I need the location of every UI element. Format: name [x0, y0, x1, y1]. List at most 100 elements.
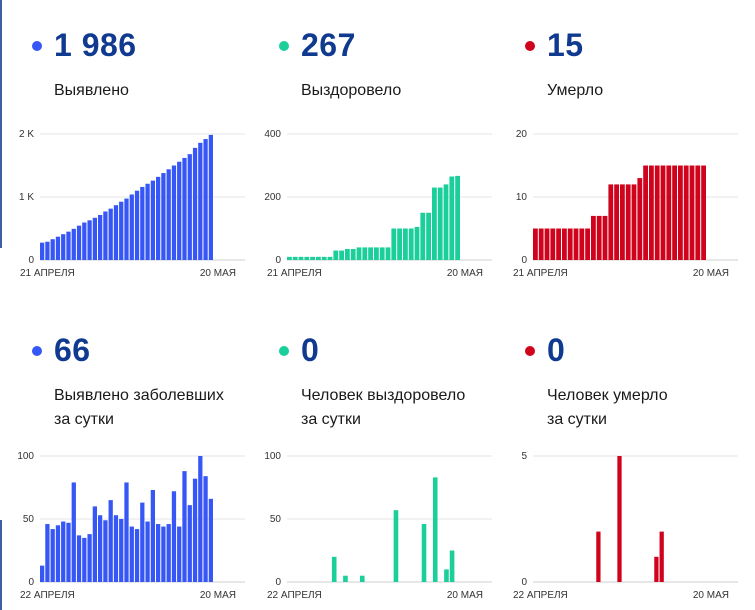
bar: [304, 256, 310, 260]
bar: [617, 456, 622, 582]
bar: [544, 228, 550, 260]
bar: [98, 515, 103, 582]
bar: [643, 165, 648, 260]
bar: [444, 569, 449, 582]
bar: [585, 228, 590, 260]
bar: [414, 226, 420, 260]
bar: [432, 187, 437, 260]
bar: [108, 208, 113, 260]
bar: [119, 201, 124, 260]
x-start-label: 21 АПРЕЛЯ: [513, 268, 568, 279]
bar: [187, 505, 192, 582]
bar: [298, 256, 304, 260]
bar: [71, 228, 76, 260]
x-start-label: 22 АПРЕЛЯ: [513, 590, 568, 601]
metric-value: 1 986: [54, 27, 137, 63]
bar: [61, 234, 66, 260]
bar: [333, 250, 339, 260]
legend-dot-icon: [32, 41, 42, 51]
bar: [408, 228, 414, 260]
bar: [140, 186, 145, 260]
bar: [71, 482, 76, 582]
bar: [591, 215, 596, 260]
bar: [103, 520, 108, 582]
bar: [614, 184, 619, 260]
y-tick-label: 50: [270, 514, 282, 525]
metric-label: за сутки: [54, 411, 114, 428]
bar: [129, 526, 134, 582]
bar: [134, 190, 140, 260]
bar: [556, 228, 561, 260]
panel-died-daily: 0 Человек умерло за сутки 0 5 22 АПРЕЛЯ 20 МАЯ: [513, 305, 748, 601]
bar: [192, 147, 198, 260]
bar: [171, 165, 177, 260]
bar: [368, 247, 373, 260]
bar: [166, 524, 171, 582]
bar: [66, 522, 71, 582]
y-tick-label: 50: [23, 514, 35, 525]
bar-chart: 0 50 100 22 АПРЕЛЯ 20 МАЯ: [264, 451, 492, 601]
metric-value: 15: [547, 27, 584, 63]
bar-chart: 0 50 100 22 АПРЕЛЯ 20 МАЯ: [17, 451, 245, 601]
bar: [359, 575, 365, 582]
bar: [562, 228, 567, 260]
metric-label: Человек умерло: [547, 387, 668, 404]
bar: [156, 176, 161, 260]
legend-dot-icon: [32, 346, 42, 356]
bar: [397, 228, 402, 260]
bar: [356, 247, 362, 260]
bar: [637, 178, 643, 260]
bar: [391, 228, 397, 260]
y-tick-label: 5: [521, 451, 527, 462]
bar: [161, 173, 166, 260]
bar: [50, 529, 55, 582]
bar: [393, 510, 399, 582]
bar: [198, 142, 203, 260]
bar: [683, 165, 689, 260]
bar: [385, 247, 391, 260]
bar: [659, 531, 664, 582]
y-tick-label: 200: [264, 192, 281, 203]
panel-detected-daily: 66 Выявлено заболевших за сутки 0 50 100 22 АП…: [17, 305, 255, 601]
bar: [672, 165, 677, 260]
bar: [449, 550, 455, 582]
bar: [203, 476, 208, 582]
x-start-label: 22 АПРЕЛЯ: [267, 590, 322, 601]
bar: [187, 154, 192, 260]
y-tick-label: 0: [521, 255, 527, 266]
bar: [608, 184, 614, 260]
x-end-label: 20 МАЯ: [447, 590, 483, 601]
bar: [596, 531, 601, 582]
bar: [292, 256, 298, 260]
bar: [339, 250, 344, 260]
panel-recovered-daily: 0 Человек выздоровело за сутки 0 50 100 22 АПР…: [264, 305, 502, 601]
bar: [82, 537, 87, 582]
bar: [61, 521, 66, 582]
bar: [182, 157, 187, 260]
bar: [362, 247, 368, 260]
bar: [437, 187, 443, 260]
bar: [310, 256, 315, 260]
bar: [631, 184, 637, 260]
bar: [161, 526, 166, 582]
y-tick-label: 10: [516, 192, 528, 203]
bar: [678, 165, 683, 260]
metric-label: за сутки: [301, 411, 361, 428]
bar: [103, 211, 108, 260]
metric-value: 0: [547, 332, 566, 368]
left-edge-line: [0, 0, 2, 248]
bar: [171, 491, 177, 582]
bar: [596, 215, 602, 260]
bar: [45, 241, 50, 260]
x-end-label: 20 МАЯ: [200, 590, 236, 601]
bar: [579, 228, 585, 260]
bar: [50, 239, 55, 260]
metric-label: Умерло: [547, 82, 604, 99]
bar: [66, 231, 71, 260]
bar: [443, 184, 449, 260]
metric-label: Человек выздоровело: [301, 387, 466, 404]
bar: [45, 524, 50, 582]
y-tick-label: 0: [28, 255, 34, 266]
bar: [177, 526, 182, 582]
bar: [113, 205, 119, 260]
